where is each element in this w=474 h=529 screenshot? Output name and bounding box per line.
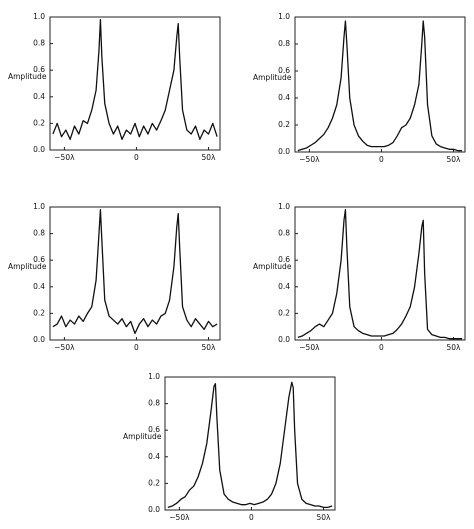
x-tick-label: 50λ [201,153,216,162]
x-tick-label: 50λ [446,155,461,164]
amplitude-line [167,381,333,508]
x-tick-label: −50λ [54,153,75,162]
y-tick-label: 0.4 [278,93,290,102]
y-axis-label: Amplitude [8,72,47,81]
plot-frame [294,16,466,153]
y-tick-label: 0.8 [148,399,160,408]
y-tick-label: 0.8 [278,39,290,48]
y-tick-label: 0.6 [33,65,45,74]
amplitude-line [297,209,463,340]
y-tick-label: 0.4 [148,452,160,461]
y-tick-label: 1.0 [278,12,290,21]
x-tick-label: 0 [249,513,254,522]
x-tick-label: 0 [379,155,384,164]
y-tick-label: 0.4 [278,282,290,291]
y-tick-label: 0.4 [33,282,45,291]
y-tick-label: 0.2 [278,120,290,129]
panel: 0.0 0.2 0.4 0.6 0.8 1.0 −50λ 0 50λ Amplitude [8,12,221,162]
y-tick-label: 0.6 [148,425,160,434]
y-tick-label: 0.0 [33,145,45,154]
x-tick-label: −50λ [299,155,320,164]
y-tick-label: 0.2 [33,308,45,317]
y-tick-label: 1.0 [33,12,45,21]
y-axis-label: Amplitude [253,73,292,82]
x-tick-label: −50λ [299,343,320,352]
amplitude-line [297,20,463,152]
y-axis-label: Amplitude [8,262,47,271]
y-tick-label: 0.6 [33,255,45,264]
y-tick-label: 0.2 [148,478,160,487]
amplitude-line [52,209,218,334]
plot-frame [49,206,221,341]
y-tick-label: 0.0 [278,335,290,344]
x-tick-label: −50λ [54,343,75,352]
y-tick-label: 0.8 [33,229,45,238]
x-tick-label: 0 [134,343,139,352]
y-tick-label: 0.6 [278,255,290,264]
plot-frame [164,376,336,511]
y-tick-label: 0.8 [278,229,290,238]
panel: 0.0 0.2 0.4 0.6 0.8 1.0 −50λ 0 50λ Amplitude [123,372,336,522]
plot-frame [49,16,221,151]
y-tick-label: 0.8 [33,39,45,48]
x-tick-label: 50λ [201,343,216,352]
y-tick-label: 0.6 [278,66,290,75]
x-tick-label: −50λ [169,513,190,522]
panel: 0.0 0.2 0.4 0.6 0.8 1.0 −50λ 0 50λ Amplitude [253,202,466,352]
x-tick-label: 0 [379,343,384,352]
y-tick-label: 0.4 [33,92,45,101]
y-tick-label: 0.0 [278,147,290,156]
y-tick-label: 0.0 [33,335,45,344]
y-tick-label: 0.0 [148,505,160,514]
y-tick-label: 1.0 [278,202,290,211]
y-tick-label: 1.0 [33,202,45,211]
x-tick-label: 50λ [316,513,331,522]
panel: 0.0 0.2 0.4 0.6 0.8 1.0 −50λ 0 50λ Amplitude [253,12,466,164]
y-tick-label: 0.2 [33,118,45,127]
y-tick-label: 0.2 [278,308,290,317]
y-axis-label: Amplitude [253,262,292,271]
x-tick-label: 0 [134,153,139,162]
y-axis-label: Amplitude [123,432,162,441]
plot-frame [294,206,466,341]
panel: 0.0 0.2 0.4 0.6 0.8 1.0 −50λ 0 50λ Amplitude [8,202,221,352]
amplitude-line [52,19,218,141]
x-tick-label: 50λ [446,343,461,352]
y-tick-label: 1.0 [148,372,160,381]
